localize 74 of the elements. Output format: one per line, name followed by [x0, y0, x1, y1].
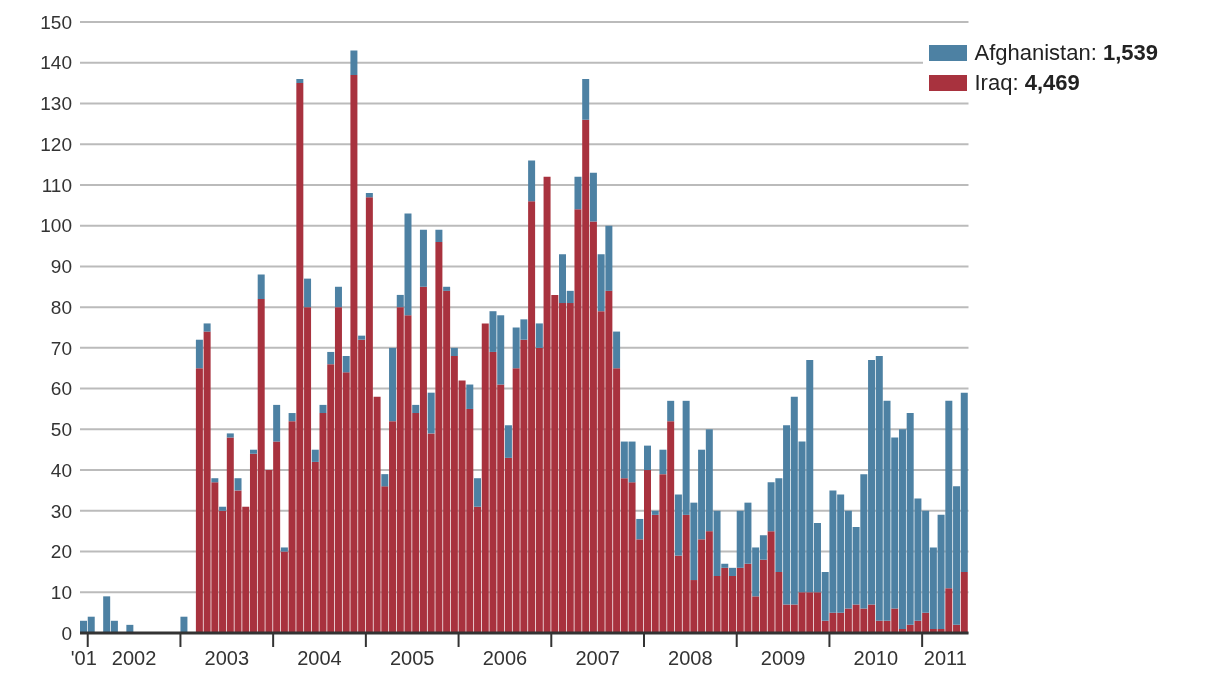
y-tick-label: 20 [50, 541, 72, 563]
y-tick-label: 50 [50, 419, 72, 441]
bar [613, 331, 621, 369]
y-tick-label: 150 [40, 11, 72, 33]
bar [412, 404, 420, 414]
x-tick-label: '01 [70, 647, 97, 669]
bar [535, 323, 543, 348]
bar [280, 547, 288, 552]
bar [273, 404, 281, 442]
bar [350, 50, 358, 75]
y-tick-label: 60 [50, 378, 72, 400]
bar [644, 445, 651, 471]
y-tick-label: 0 [61, 622, 72, 644]
bar [435, 229, 443, 242]
legend-label: Iraq: 4,469 [974, 70, 1080, 96]
bar [249, 449, 257, 454]
bar [659, 449, 667, 475]
y-tick-label: 120 [40, 133, 72, 155]
bar [257, 274, 265, 299]
x-tick-label: 2005 [389, 647, 435, 669]
bar [358, 335, 366, 340]
y-tick-label: 10 [50, 582, 72, 604]
y-tick-label: 80 [50, 296, 72, 318]
bar [203, 323, 211, 332]
x-tick-label: 2007 [575, 647, 620, 669]
bar [288, 413, 296, 422]
bar [528, 160, 536, 202]
bar [443, 286, 451, 291]
y-tick-label: 130 [40, 93, 72, 115]
bar [365, 193, 373, 198]
x-tick-label: 2002 [111, 647, 157, 669]
y-tick-label: 30 [50, 500, 72, 522]
bar [327, 351, 335, 365]
x-tick-label: 2004 [297, 647, 342, 669]
y-tick-label: 40 [50, 459, 72, 481]
bar [334, 286, 342, 308]
bar [667, 400, 675, 422]
bar [651, 510, 659, 515]
bar [574, 176, 582, 210]
bar [381, 474, 389, 487]
bar [226, 433, 234, 438]
bar [319, 404, 327, 414]
bar [466, 384, 474, 409]
bar [219, 506, 227, 511]
bar [211, 478, 219, 483]
x-tick-label: 2011 [923, 647, 967, 669]
y-tick-label: 100 [40, 215, 72, 237]
bar [450, 347, 458, 357]
x-tick-label: 2006 [482, 647, 528, 669]
y-tick-label: 110 [41, 174, 72, 196]
x-tick-label: 2008 [668, 647, 713, 669]
bar [195, 339, 203, 369]
bar [311, 449, 319, 462]
bar [342, 356, 350, 373]
bar [582, 79, 590, 120]
x-tick-label: 2010 [853, 647, 899, 669]
bar [504, 425, 512, 458]
bar [728, 567, 736, 576]
bar [419, 229, 427, 287]
bar [304, 278, 312, 308]
x-tick-label: 2009 [760, 647, 806, 669]
bar [234, 478, 242, 491]
bar [427, 392, 435, 434]
bar [180, 616, 188, 633]
bar [474, 478, 482, 507]
y-tick-label: 70 [50, 337, 72, 359]
bar [389, 347, 397, 422]
y-tick-label: 90 [50, 256, 72, 278]
bar [589, 172, 597, 222]
y-tick-label: 140 [40, 52, 72, 74]
bar [636, 518, 644, 540]
bar [296, 79, 304, 84]
legend-label: Afghanistan: 1,539 [974, 40, 1158, 66]
x-tick-label: 2003 [204, 647, 250, 669]
